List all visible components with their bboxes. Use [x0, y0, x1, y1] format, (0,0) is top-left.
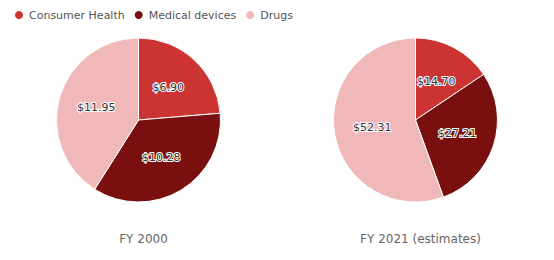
svg-text:$14.70: $14.70 — [417, 75, 456, 88]
svg-text:$10.28: $10.28 — [142, 151, 181, 164]
svg-text:$27.21: $27.21 — [438, 127, 477, 140]
svg-text:FY 2000: FY 2000 — [119, 232, 168, 246]
svg-text:FY 2021 (estimates): FY 2021 (estimates) — [360, 232, 481, 246]
svg-text:$6.90: $6.90 — [153, 81, 185, 94]
svg-text:Medical devices: Medical devices — [149, 9, 237, 22]
svg-text:Consumer Health: Consumer Health — [29, 9, 125, 22]
svg-text:$52.31: $52.31 — [353, 121, 392, 134]
svg-text:$11.95: $11.95 — [77, 101, 116, 114]
svg-text:Drugs: Drugs — [260, 9, 293, 22]
